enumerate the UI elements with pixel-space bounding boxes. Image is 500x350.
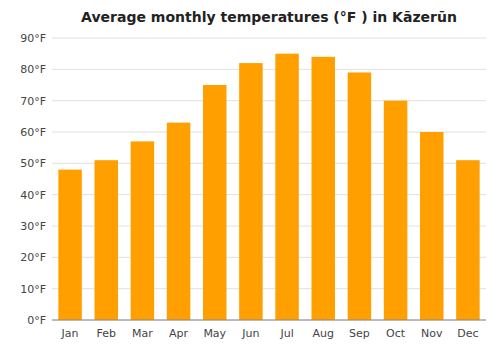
x-axis: Jan Feb Mar Apr May Jun Jul Aug Sep Oct Nov Dec	[52, 320, 486, 340]
y-tick-label: 80°F	[20, 63, 46, 76]
x-tick-label: Nov	[421, 327, 443, 340]
bar	[58, 170, 82, 320]
x-tick-label: Dec	[457, 327, 478, 340]
bar	[348, 72, 372, 320]
bar	[94, 160, 118, 320]
x-tick-label: Jan	[61, 327, 79, 340]
y-tick-label: 70°F	[20, 95, 46, 108]
bar	[167, 123, 191, 320]
x-tick-label: Oct	[386, 327, 406, 340]
x-tick-label: Sep	[349, 327, 370, 340]
bar	[456, 160, 480, 320]
x-tick-label: Mar	[132, 327, 153, 340]
bar	[239, 63, 263, 320]
bars	[58, 54, 479, 320]
y-tick-label: 90°F	[20, 32, 46, 45]
bar	[275, 54, 299, 320]
x-tick-label: Apr	[169, 327, 189, 340]
x-tick-label: Aug	[313, 327, 334, 340]
grid-line	[52, 320, 486, 321]
y-axis: 0°F 10°F 20°F 30°F 40°F 50°F 60°F 70°F 80°F 90°F	[20, 32, 486, 327]
grid-line	[52, 100, 486, 101]
bar	[311, 57, 335, 320]
x-tick-label: Jun	[241, 327, 259, 340]
y-tick-label: 20°F	[20, 251, 46, 264]
chart-svg: Average monthly temperatures (°F ) in Kā…	[0, 0, 500, 350]
y-tick-label: 0°F	[27, 314, 46, 327]
x-axis-line	[52, 320, 486, 321]
grid-line	[52, 38, 486, 39]
x-tick-label: Jul	[279, 327, 293, 340]
chart-title: Average monthly temperatures (°F ) in Kā…	[81, 9, 457, 25]
y-tick-label: 30°F	[20, 220, 46, 233]
grid-line	[52, 69, 486, 70]
bar	[203, 85, 227, 320]
x-tick-label: May	[203, 327, 226, 340]
bar	[420, 132, 444, 320]
y-tick-label: 60°F	[20, 126, 46, 139]
x-tick-label: Feb	[97, 327, 116, 340]
bar	[131, 141, 155, 320]
chart-container: Average monthly temperatures (°F ) in Kā…	[0, 0, 500, 350]
y-tick-label: 50°F	[20, 157, 46, 170]
y-tick-label: 10°F	[20, 283, 46, 296]
y-tick-label: 40°F	[20, 189, 46, 202]
bar	[384, 101, 408, 320]
